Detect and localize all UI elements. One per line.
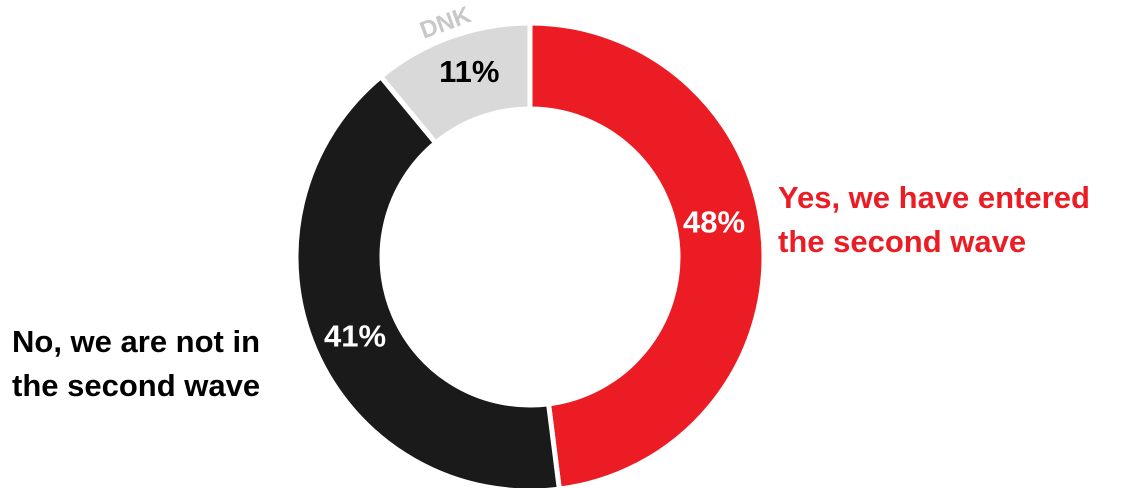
slice-name-no-line-1: No, we are not in	[12, 324, 261, 359]
slice-name-no-line-2: the second wave	[12, 368, 261, 403]
slice-name-yes-line-1: Yes, we have entered	[778, 180, 1090, 215]
slice-dnk	[377, 20, 533, 147]
value-label-yes: 48%	[683, 205, 745, 240]
value-label-dnk: 11%	[439, 54, 499, 89]
slice-no	[293, 73, 562, 488]
value-label-no: 41%	[324, 319, 386, 354]
slice-name-yes-line-2: the second wave	[778, 224, 1027, 259]
slice-yes	[527, 20, 767, 488]
slice-name-yes: Yes, we have entered the second wave	[778, 176, 1090, 264]
slice-name-no: No, we are not in the second wave	[12, 320, 260, 408]
